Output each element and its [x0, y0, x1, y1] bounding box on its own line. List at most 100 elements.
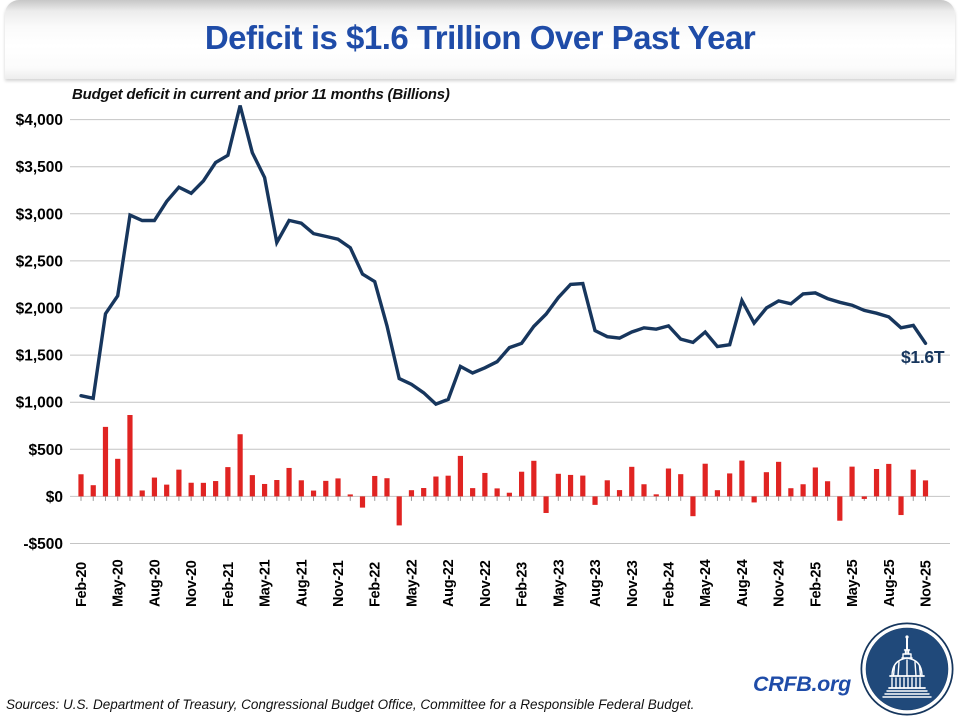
crfb-logo — [858, 620, 956, 718]
deficit-bar — [433, 476, 439, 497]
deficit-bar — [408, 490, 415, 497]
sources-note: Sources: U.S. Department of Treasury, Co… — [6, 697, 695, 712]
deficit-bar — [592, 496, 598, 505]
x-tick-label: Feb-22 — [368, 562, 384, 607]
deficit-bar — [139, 490, 145, 497]
deficit-bar — [151, 477, 158, 497]
deficit-bar — [678, 474, 684, 497]
x-axis-labels: Feb-20 May-20 Aug-20 Nov-20 Feb-21 May-21 Aug-… — [74, 559, 934, 607]
x-tick-label: Feb-24 — [661, 562, 677, 607]
x-tick-label: Aug-22 — [441, 559, 457, 607]
deficit-bar — [714, 490, 721, 497]
x-tick-label: Nov-20 — [184, 560, 200, 607]
y-tick-label: $0 — [46, 489, 63, 506]
deficit-bar — [249, 475, 255, 497]
deficit-bar — [396, 496, 402, 526]
deficit-bar — [567, 474, 574, 497]
x-tick-label: Feb-23 — [515, 562, 531, 607]
rolling-deficit-polyline — [79, 105, 928, 407]
deficit-bar — [763, 472, 769, 497]
deficit-bar — [861, 496, 867, 499]
deficit-bar — [531, 460, 537, 497]
deficit-bar — [886, 463, 892, 497]
y-tick-label: $500 — [29, 442, 63, 459]
y-tick-label: $1,500 — [16, 348, 63, 365]
deficit-bar — [616, 490, 623, 497]
deficit-bar — [788, 488, 794, 497]
deficit-bar — [335, 478, 341, 497]
x-tick-label: May-20 — [111, 559, 127, 607]
deficit-bar — [200, 482, 206, 497]
crfb-wordmark: CRFB.org — [753, 672, 851, 696]
capitol-dome-icon — [860, 622, 954, 716]
y-tick-label: $3,500 — [16, 159, 63, 176]
deficit-bar — [384, 478, 390, 497]
y-axis-labels: $4,000 $3,500 $3,000 $2,500 $2,000 $1,500 $1,0… — [16, 112, 63, 553]
y-tick-label: $4,000 — [16, 112, 63, 129]
x-tick-label: Aug-25 — [882, 559, 898, 607]
deficit-bar — [543, 496, 549, 513]
deficit-bar — [237, 434, 243, 497]
deficit-bar — [519, 471, 525, 497]
rolling-deficit-line — [79, 105, 928, 407]
deficit-bar — [470, 488, 476, 497]
deficit-bar — [812, 467, 818, 497]
deficit-bar — [641, 484, 647, 497]
monthly-deficit-bars — [78, 415, 929, 526]
deficit-bar — [739, 460, 745, 497]
x-tick-label: May-25 — [845, 559, 861, 607]
x-tick-label: Nov-21 — [331, 560, 347, 607]
deficit-bar — [824, 481, 831, 497]
deficit-bar — [298, 480, 304, 497]
y-tick-label: $2,500 — [16, 253, 63, 270]
x-tick-label: Aug-21 — [294, 559, 310, 607]
deficit-bar — [506, 492, 512, 497]
deficit-bar — [898, 496, 904, 516]
deficit-bar — [102, 426, 109, 497]
deficit-bar — [555, 473, 561, 497]
chart-subtitle: Budget deficit in current and prior 11 m… — [72, 86, 450, 103]
y-tick-label: -$500 — [23, 536, 63, 553]
deficit-bar — [421, 488, 427, 497]
deficit-bar — [323, 480, 329, 497]
x-tick-label: May-23 — [551, 559, 567, 607]
deficit-bar — [873, 468, 880, 497]
deficit-bar — [457, 455, 464, 497]
deficit-bar — [213, 481, 219, 497]
deficit-bar — [837, 496, 843, 521]
deficit-bar — [359, 496, 366, 508]
deficit-bar — [261, 483, 268, 497]
x-tick-label: Nov-25 — [918, 560, 934, 607]
deficit-bar — [727, 473, 733, 497]
x-tick-label: Feb-20 — [74, 562, 90, 607]
deficit-bar — [347, 494, 353, 497]
deficit-bar — [90, 485, 96, 497]
deficit-bar — [188, 482, 194, 497]
y-tick-label: $1,000 — [16, 395, 63, 412]
y-tick-label: $2,000 — [16, 301, 63, 318]
deficit-bar — [580, 475, 586, 497]
deficit-bar — [665, 468, 672, 497]
y-tick-label: $3,000 — [16, 206, 63, 223]
deficit-bar — [445, 475, 451, 497]
deficit-bar — [286, 467, 292, 497]
deficit-bar — [629, 466, 635, 497]
deficit-bar — [78, 474, 84, 497]
line-end-label: $1.6T — [901, 347, 945, 367]
deficit-bar — [274, 480, 280, 497]
deficit-bar — [164, 484, 170, 497]
deficit-bar — [690, 496, 696, 517]
deficit-bar — [604, 480, 610, 497]
deficit-bar — [653, 494, 659, 497]
x-tick-label: Aug-24 — [735, 559, 751, 607]
deficit-bar — [127, 415, 133, 497]
deficit-bar — [115, 458, 121, 497]
axis-ticks — [80, 496, 926, 501]
deficit-bar — [751, 496, 757, 503]
x-tick-label: Feb-21 — [221, 562, 237, 607]
deficit-bar — [922, 480, 929, 497]
x-tick-label: Nov-22 — [478, 560, 494, 607]
